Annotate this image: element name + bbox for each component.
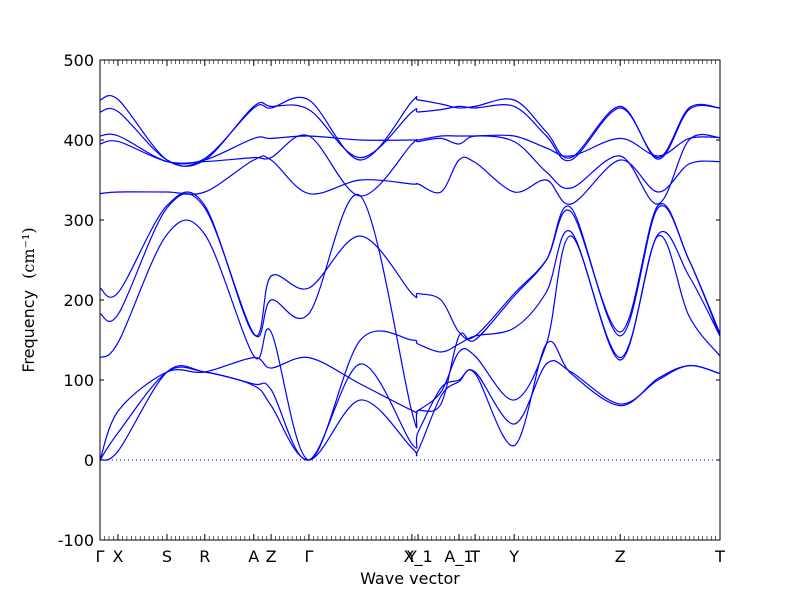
y-tick-label: 500 — [63, 51, 94, 70]
x-tick-label: Y — [508, 547, 519, 566]
phonon-branch-6 — [99, 191, 721, 340]
phonon-branch-9 — [99, 133, 721, 165]
y-tick-label: 400 — [63, 131, 94, 150]
y-axis-title: Frequency (cm⁻¹) — [19, 227, 38, 372]
phonon-branch-2 — [99, 360, 721, 461]
x-tick-label: T — [469, 547, 480, 566]
series-lines — [99, 95, 721, 461]
x-tick-label: T — [714, 547, 725, 566]
y-axis-ticks: -100 0 100 200 300 400 500 — [58, 51, 720, 550]
x-tick-label: Z — [266, 547, 277, 566]
x-tick-label: X_1 — [403, 547, 432, 567]
x-tick-label: Γ — [96, 547, 105, 566]
phonon-branch-7 — [99, 155, 721, 205]
phonon-branch-8 — [99, 133, 721, 205]
y-tick-label: 200 — [63, 291, 94, 310]
y-axis-title-text: Frequency — [19, 290, 38, 373]
x-tick-label: Γ — [304, 547, 313, 566]
phonon-branch-11 — [99, 95, 721, 167]
plot-frame — [99, 59, 721, 541]
y-tick-label: -100 — [58, 531, 94, 550]
x-tick-label: R — [199, 547, 210, 566]
y-tick-label: 100 — [63, 371, 94, 390]
x-tick-label: A_1 — [444, 547, 473, 567]
y-tick-label: 0 — [84, 451, 94, 470]
phonon-branch-4 — [99, 219, 721, 461]
y-axis-title-unit: (cm⁻¹) — [19, 227, 38, 278]
x-tick-label: S — [162, 547, 172, 566]
x-tick-label: Z — [615, 547, 626, 566]
phonon-branch-10 — [99, 101, 721, 167]
y-tick-label: 300 — [63, 211, 94, 230]
y-axis-title-group: Frequency (cm⁻¹) — [19, 227, 38, 372]
x-tick-label: X — [112, 547, 123, 566]
x-axis-ticks: Γ X S R A Z Γ YX_1 A_1T Y Z T — [96, 60, 725, 567]
x-axis-title: Wave vector — [360, 569, 460, 588]
x-tick-label: Y — [406, 547, 417, 566]
x-tick-label: A — [248, 547, 259, 566]
